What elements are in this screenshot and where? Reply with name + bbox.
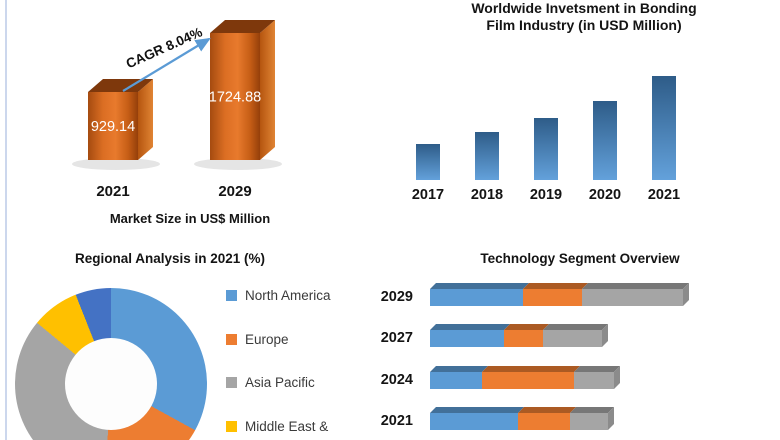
legend-label: North America bbox=[245, 288, 331, 303]
tech-row-label: 2024 bbox=[380, 372, 413, 388]
bar-side-face bbox=[260, 20, 275, 160]
tech-segment-front bbox=[430, 413, 518, 430]
investment-year-label: 2019 bbox=[530, 187, 562, 203]
tech-segment-front bbox=[570, 413, 608, 430]
tech-segment-front bbox=[504, 330, 543, 347]
tech-segment-front bbox=[430, 330, 504, 347]
investment-bar bbox=[652, 76, 676, 180]
legend-item: Asia Pacific bbox=[226, 375, 315, 390]
investment-chart: Worldwide Invetsment in Bonding Film Ind… bbox=[380, 0, 780, 235]
tech-segment-top bbox=[523, 283, 588, 289]
tech-segment-top bbox=[430, 283, 529, 289]
tech-segment-front bbox=[430, 289, 523, 306]
donut-hole bbox=[65, 338, 157, 430]
legend-label: Europe bbox=[245, 331, 289, 347]
bar-value-label: 929.14 bbox=[91, 119, 135, 135]
regional-analysis-chart: Regional Analysis in 2021 (%) North Amer… bbox=[10, 245, 380, 440]
legend-swatch bbox=[226, 333, 237, 345]
investment-bar bbox=[593, 101, 617, 180]
investment-year-label: 2021 bbox=[648, 187, 680, 203]
investment-year-label: 2020 bbox=[589, 187, 621, 203]
regional-donut bbox=[15, 288, 207, 440]
tech-row-label: 2029 bbox=[380, 289, 413, 305]
investment-bar bbox=[416, 144, 440, 180]
legend-label-line2: Africa bbox=[245, 438, 280, 440]
legend-swatch bbox=[226, 420, 237, 432]
legend-swatch bbox=[226, 290, 237, 301]
investment-bar bbox=[534, 118, 558, 180]
technology-segment-title: Technology Segment Overview bbox=[480, 251, 680, 266]
legend-item: Middle East & bbox=[226, 419, 328, 434]
bar-value-label: 1724.88 bbox=[209, 90, 261, 106]
legend-item: North America bbox=[226, 288, 331, 303]
tech-segment-front bbox=[574, 372, 614, 389]
bar-front-face bbox=[210, 33, 260, 160]
bar-year-label: 2021 bbox=[96, 183, 129, 200]
tech-segment-top bbox=[582, 283, 689, 289]
tech-bar-end-cap bbox=[683, 283, 689, 306]
bar-side-face bbox=[138, 79, 153, 160]
investment-title-line1: Worldwide Invetsment in Bonding bbox=[471, 0, 697, 16]
regional-analysis-title: Regional Analysis in 2021 (%) bbox=[74, 251, 266, 266]
left-edge-decoration bbox=[5, 0, 7, 440]
investment-bar bbox=[475, 132, 499, 180]
tech-segment-front bbox=[543, 330, 602, 347]
tech-segment-top bbox=[518, 407, 576, 413]
tech-bar-end-cap bbox=[602, 324, 608, 347]
investment-year-label: 2017 bbox=[412, 187, 444, 203]
investment-bars: 2017 2018 2019 2020 2021 bbox=[412, 76, 680, 203]
legend-label: Asia Pacific bbox=[245, 375, 315, 390]
legend-swatch bbox=[226, 377, 237, 388]
investment-title-line2: Film Industry (in USD Million) bbox=[486, 17, 682, 33]
tech-segment-front bbox=[523, 289, 582, 306]
bar-front-face bbox=[88, 92, 138, 160]
tech-row-label: 2027 bbox=[380, 330, 413, 346]
bar-shadow bbox=[194, 158, 282, 170]
technology-segment-chart: Technology Segment Overview 2029 2027 2024… bbox=[360, 245, 780, 440]
tech-segment-top bbox=[430, 324, 510, 330]
tech-segment-top bbox=[430, 407, 524, 413]
tech-row-label: 2021 bbox=[380, 413, 413, 429]
tech-bar-end-cap bbox=[608, 407, 614, 430]
tech-segment-front bbox=[582, 289, 683, 306]
bar-top-face bbox=[210, 20, 275, 33]
market-size-chart: 929.14 2021 1724.88 2029 CAGR 8.04% Market S… bbox=[10, 0, 380, 235]
investment-year-label: 2018 bbox=[471, 187, 503, 203]
market-size-title: Market Size in US$ Million bbox=[109, 211, 271, 226]
tech-segment-front bbox=[430, 372, 482, 389]
investment-title: Worldwide Invetsment in Bonding Film Ind… bbox=[404, 0, 764, 34]
cagr-arrow bbox=[122, 37, 211, 92]
legend-item: Europe bbox=[226, 332, 289, 347]
tech-segment-top bbox=[482, 366, 580, 372]
tech-segment-top bbox=[543, 324, 608, 330]
tech-bar-end-cap bbox=[614, 366, 620, 389]
tech-segment-front bbox=[482, 372, 574, 389]
bar-shadow bbox=[72, 158, 160, 170]
legend-label: Middle East & bbox=[245, 418, 329, 434]
bar-year-label: 2029 bbox=[218, 183, 251, 200]
tech-segment-front bbox=[518, 413, 570, 430]
tech-segment-top bbox=[430, 366, 488, 372]
